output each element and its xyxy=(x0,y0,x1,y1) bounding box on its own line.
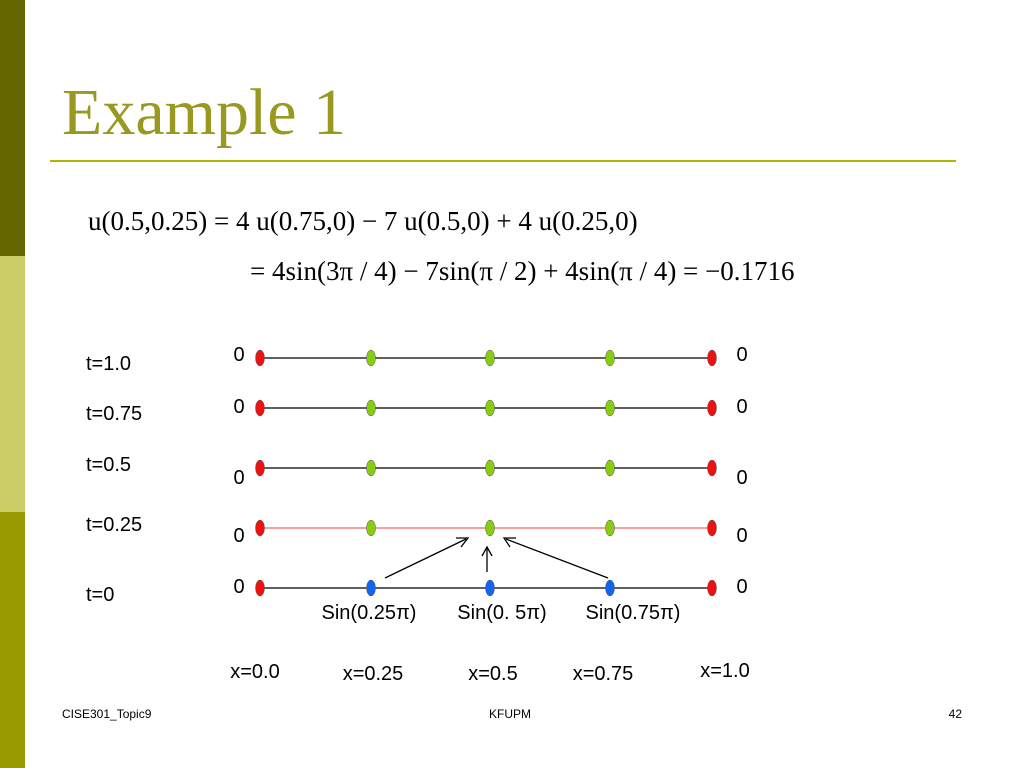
boundary-value: 0 xyxy=(736,467,747,489)
node xyxy=(366,459,376,477)
boundary-value: 0 xyxy=(233,525,244,547)
time-label: t=0.25 xyxy=(86,514,142,536)
node xyxy=(366,349,376,367)
node xyxy=(605,579,615,597)
sidebar-bottom xyxy=(0,512,25,768)
node xyxy=(485,459,495,477)
sidebar-top xyxy=(0,0,25,256)
node xyxy=(707,519,717,537)
arrow-head xyxy=(456,537,470,548)
footer-right: 42 xyxy=(949,707,963,721)
boundary-value: 0 xyxy=(233,396,244,418)
boundary-value: 0 xyxy=(736,525,747,547)
boundary-value: 0 xyxy=(233,344,244,366)
time-label: t=1.0 xyxy=(86,353,131,375)
node xyxy=(366,519,376,537)
initial-value-label: Sin(0. 5π) xyxy=(457,602,546,624)
node xyxy=(255,579,265,597)
node xyxy=(255,349,265,367)
boundary-value: 0 xyxy=(233,467,244,489)
slide-title: Example 1 xyxy=(62,76,346,149)
node xyxy=(485,399,495,417)
initial-value-label: Sin(0.75π) xyxy=(586,602,681,624)
node xyxy=(605,399,615,417)
x-label: x=0.0 xyxy=(230,661,279,683)
node xyxy=(485,519,495,537)
node xyxy=(605,519,615,537)
node xyxy=(485,349,495,367)
boundary-value: 0 xyxy=(736,344,747,366)
x-label: x=0.25 xyxy=(343,663,404,685)
arrows xyxy=(384,537,609,579)
grid-diagram: t=1.0 0 0 t=0.75 0 0 t=0.5 0 0 t=0.25 0 0 t=0 0 0 Sin(0… xyxy=(86,344,750,685)
boundary-value: 0 xyxy=(233,576,244,598)
node xyxy=(485,579,495,597)
node xyxy=(605,459,615,477)
time-label: t=0 xyxy=(86,584,114,606)
boundary-value: 0 xyxy=(736,396,747,418)
node xyxy=(366,579,376,597)
node xyxy=(707,459,717,477)
boundary-value: 0 xyxy=(736,576,747,598)
node xyxy=(255,399,265,417)
footer-left: CISE301_Topic9 xyxy=(62,707,152,721)
arrow-head xyxy=(481,545,493,557)
node xyxy=(255,459,265,477)
node xyxy=(707,579,717,597)
initial-value-label: Sin(0.25π) xyxy=(322,602,417,624)
x-label: x=1.0 xyxy=(700,660,749,682)
node xyxy=(605,349,615,367)
x-label: x=0.75 xyxy=(573,663,634,685)
equation-line: = 4sin(3π / 4) − 7sin(π / 2) + 4sin(π / … xyxy=(250,256,795,286)
node xyxy=(366,399,376,417)
sidebar-middle xyxy=(0,256,25,512)
arrow xyxy=(505,538,609,579)
arrow xyxy=(384,538,467,579)
equation-line: u(0.5,0.25) = 4 u(0.75,0) − 7 u(0.5,0) +… xyxy=(88,206,638,236)
node xyxy=(707,349,717,367)
node xyxy=(255,519,265,537)
footer-center: KFUPM xyxy=(489,707,531,721)
time-label: t=0.5 xyxy=(86,454,131,476)
x-label: x=0.5 xyxy=(468,663,517,685)
arrow-head xyxy=(502,537,516,548)
time-label: t=0.75 xyxy=(86,403,142,425)
node xyxy=(707,399,717,417)
